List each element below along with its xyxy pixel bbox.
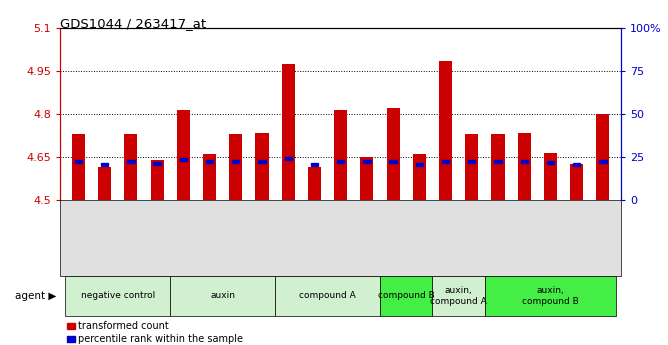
Bar bbox=[547, 161, 554, 164]
Bar bbox=[150, 160, 164, 200]
Bar bbox=[255, 132, 269, 200]
Bar bbox=[177, 109, 190, 200]
Text: transformed count: transformed count bbox=[78, 321, 169, 331]
Bar bbox=[518, 132, 531, 200]
Text: compound A: compound A bbox=[299, 291, 356, 300]
Text: auxin,
compound A: auxin, compound A bbox=[430, 286, 487, 306]
Text: auxin,
compound B: auxin, compound B bbox=[522, 286, 578, 306]
Text: agent ▶: agent ▶ bbox=[15, 291, 57, 301]
Bar bbox=[413, 154, 426, 200]
Text: compound B: compound B bbox=[378, 291, 435, 300]
Bar bbox=[439, 61, 452, 200]
Bar bbox=[311, 163, 318, 166]
Bar bbox=[232, 160, 239, 163]
Bar bbox=[101, 163, 108, 166]
Bar bbox=[360, 157, 373, 200]
Bar bbox=[597, 114, 609, 200]
Text: percentile rank within the sample: percentile rank within the sample bbox=[78, 334, 243, 344]
Text: auxin: auxin bbox=[210, 291, 235, 300]
Bar bbox=[72, 134, 85, 200]
Bar bbox=[206, 160, 213, 163]
Bar bbox=[229, 134, 242, 200]
Bar bbox=[337, 160, 344, 163]
Bar bbox=[282, 63, 295, 200]
Bar bbox=[124, 134, 138, 200]
Bar bbox=[180, 158, 187, 161]
Bar bbox=[127, 160, 134, 163]
Bar bbox=[573, 163, 580, 166]
Bar bbox=[334, 109, 347, 200]
Bar bbox=[285, 157, 292, 160]
Bar bbox=[415, 163, 423, 166]
Bar bbox=[308, 167, 321, 200]
Bar bbox=[259, 160, 266, 163]
Bar bbox=[492, 134, 504, 200]
Bar bbox=[203, 154, 216, 200]
Bar bbox=[468, 160, 476, 163]
Bar bbox=[494, 160, 502, 163]
Bar bbox=[75, 160, 82, 163]
Bar bbox=[520, 160, 528, 163]
Bar bbox=[98, 167, 112, 200]
Bar bbox=[442, 160, 450, 163]
Bar bbox=[363, 160, 371, 163]
Bar bbox=[389, 160, 397, 163]
Bar bbox=[387, 108, 399, 200]
Text: GDS1044 / 263417_at: GDS1044 / 263417_at bbox=[60, 17, 206, 30]
Bar bbox=[544, 152, 557, 200]
Bar bbox=[154, 162, 161, 165]
Bar bbox=[599, 160, 607, 163]
Text: negative control: negative control bbox=[81, 291, 155, 300]
Bar bbox=[465, 134, 478, 200]
Bar bbox=[570, 164, 583, 200]
